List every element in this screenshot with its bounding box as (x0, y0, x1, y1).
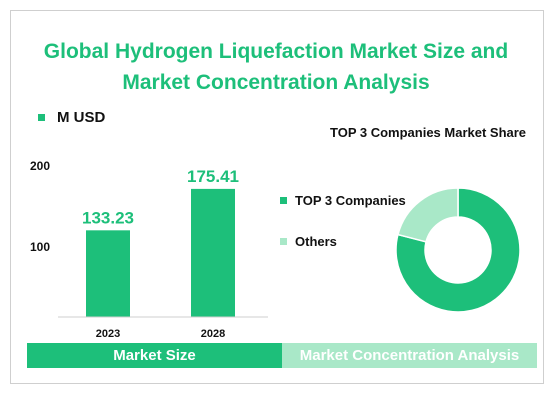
bar-2023 (86, 230, 130, 317)
pie-legend-label-others: Others (295, 234, 337, 249)
market-concentration-band: Market Concentration Analysis (282, 343, 537, 368)
market-size-band: Market Size (27, 343, 282, 368)
x-tick-2028: 2028 (201, 328, 225, 340)
chart-title: Global Hydrogen Liquefaction Market Size… (10, 36, 542, 98)
bar-legend-swatch (38, 114, 45, 121)
pie-legend-swatch-top3 (280, 197, 287, 204)
x-tick-2023: 2023 (96, 328, 120, 340)
bar-legend: M USD (38, 109, 105, 126)
donut-slice-top3 (395, 187, 521, 313)
pie-legend-label-top3: TOP 3 Companies (295, 193, 406, 208)
pie-legend-top3: TOP 3 Companies (280, 193, 406, 208)
donut-slice-others (397, 187, 459, 243)
y-tick-100: 100 (30, 240, 51, 254)
pie-title: TOP 3 Companies Market Share (330, 125, 527, 140)
title-line-1: Global Hydrogen Liquefaction Market Size… (43, 40, 509, 63)
title-line-2: Market Concentration Analysis (122, 71, 430, 94)
y-tick-200: 200 (30, 159, 51, 173)
pie-legend-others: Others (280, 234, 337, 249)
bar-2028 (191, 188, 235, 317)
bar-value-label-2023: 133.23 (82, 208, 134, 227)
bar-value-label-2028: 175.41 (187, 167, 239, 186)
bar-legend-label: M USD (57, 109, 106, 126)
pie-legend-swatch-others (280, 238, 287, 245)
